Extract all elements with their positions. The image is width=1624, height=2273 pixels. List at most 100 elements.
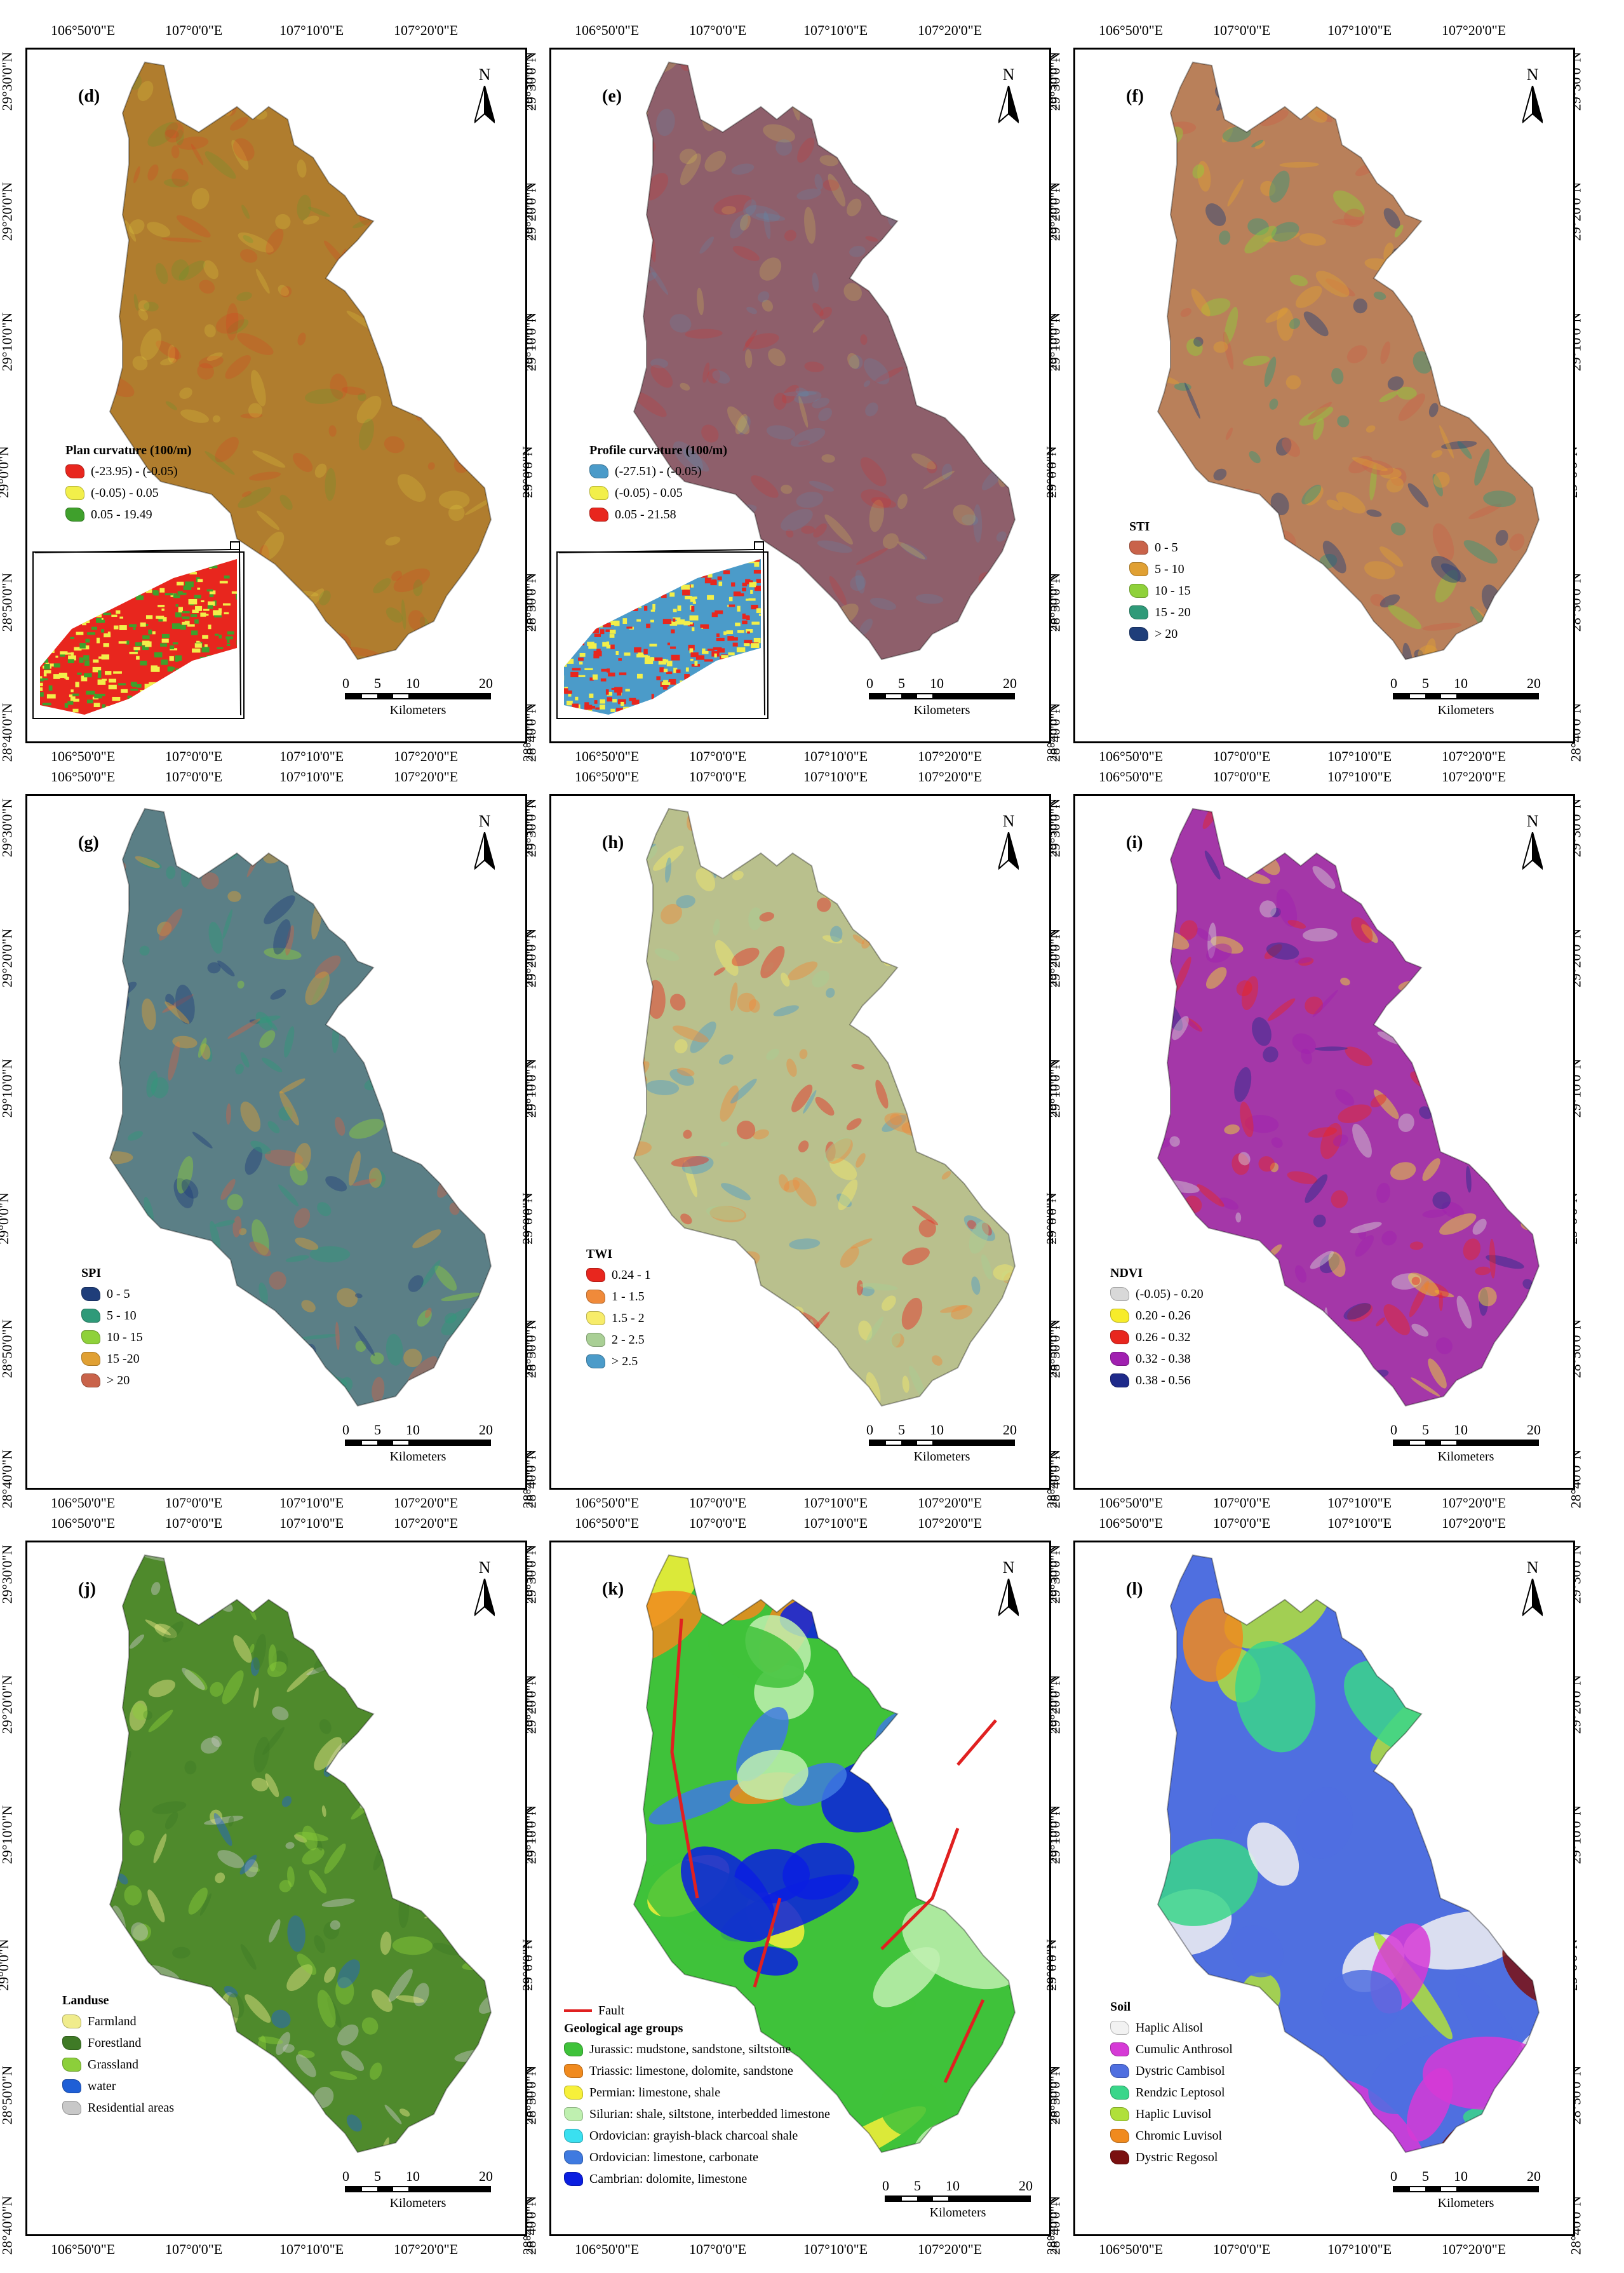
- latitude-label-left: 29°20'0"N: [1047, 182, 1063, 241]
- legend-swatch: [65, 464, 84, 478]
- legend-item: (-0.05) - 0.20: [1110, 1283, 1204, 1305]
- longitude-label-bottom: 107°20'0"E: [918, 1495, 983, 1511]
- map-panel-f: (f) N STI 0 - 5 5 - 10 10 - 15 15 - 20 > 20 0 5 10…: [1073, 48, 1575, 743]
- map-legend: Landuse Farmland Forestland Grassland water R…: [62, 1993, 174, 2119]
- latitude-label-left: 29°10'0"N: [0, 312, 15, 372]
- region-fill: [1158, 62, 1539, 659]
- legend-item: 0.26 - 0.32: [1110, 1326, 1204, 1348]
- map-legend: STI 0 - 5 5 - 10 10 - 15 15 - 20 > 20: [1129, 520, 1191, 645]
- legend-swatch: [1110, 2021, 1129, 2035]
- latitude-label-left: 29°10'0"N: [1047, 1058, 1063, 1118]
- longitude-label-top: 106°50'0"E: [1099, 1515, 1164, 1531]
- legend-swatch: [65, 508, 84, 522]
- longitude-label-top: 106°50'0"E: [1099, 22, 1164, 38]
- legend-swatch: [586, 1354, 605, 1368]
- legend-item-label: 15 - 20: [1155, 605, 1191, 619]
- legend-item: 15 -20: [81, 1348, 143, 1370]
- latitude-label-left: 28°40'0"N: [1047, 2195, 1063, 2255]
- longitude-label-top: 107°0'0"E: [165, 22, 223, 38]
- latitude-label-left: 28°50'0"N: [0, 1319, 15, 1379]
- north-arrow: N: [466, 812, 504, 882]
- scale-unit-label: Kilometers: [1437, 1450, 1494, 1464]
- latitude-label-left: 29°20'0"N: [1047, 928, 1063, 988]
- panel-label: (k): [602, 1579, 624, 1599]
- latitude-label-left: 28°50'0"N: [1047, 2065, 1063, 2125]
- scale-tick-label: 0: [1390, 1422, 1397, 1438]
- north-arrow: N: [990, 1558, 1028, 1628]
- map-legend: Soil Haplic Alisol Cumulic Anthrosol Dystri…: [1110, 2000, 1233, 2168]
- north-arrow-icon: [998, 86, 1019, 124]
- fault-line: [956, 1719, 997, 1766]
- legend-title: Soil: [1110, 2000, 1131, 2014]
- longitude-label-top: 107°10'0"E: [1327, 769, 1392, 785]
- legend-item: (-0.05) - 0.05: [589, 482, 727, 504]
- scale-tick-label: 5: [1422, 675, 1429, 691]
- legend-item-label: 0.05 - 21.58: [615, 507, 676, 522]
- north-arrow-label: N: [1526, 1558, 1539, 1577]
- longitude-label-bottom: 107°20'0"E: [394, 2241, 459, 2257]
- scale-bar-graphic: [345, 693, 491, 699]
- legend-item: Rendzic Leptosol: [1110, 2082, 1233, 2103]
- legend-swatch: [1129, 541, 1148, 555]
- latitude-label-left: 29°30'0"N: [0, 51, 15, 111]
- latitude-label-left: 29°30'0"N: [1047, 798, 1063, 858]
- latitude-label-left: 29°20'0"N: [523, 928, 539, 988]
- longitude-label-top: 107°20'0"E: [394, 1515, 459, 1531]
- scale-bar: 0 5 10 20 Kilometers: [866, 675, 1017, 720]
- legend-swatch: [62, 2101, 81, 2115]
- longitude-label-top: 107°0'0"E: [165, 1515, 223, 1531]
- latitude-label-left: 28°40'0"N: [1047, 703, 1063, 762]
- longitude-label-bottom: 106°50'0"E: [1099, 2241, 1164, 2257]
- legend-item-label: 1.5 - 2: [612, 1311, 645, 1325]
- latitude-label-left: 29°0'0"N: [1043, 1939, 1059, 1991]
- longitude-label-bottom: 106°50'0"E: [1099, 748, 1164, 764]
- legend-item: 0 - 5: [81, 1283, 143, 1305]
- legend-item-label: 1 - 1.5: [612, 1289, 645, 1304]
- legend-swatch: [1129, 605, 1148, 619]
- scale-tick-label: 5: [374, 1422, 381, 1438]
- legend-item: 5 - 10: [81, 1305, 143, 1326]
- north-arrow: N: [1513, 1558, 1552, 1628]
- legend-swatch: [1110, 1373, 1129, 1387]
- latitude-label-left: 29°20'0"N: [0, 182, 15, 241]
- region-map-k: [633, 1554, 1016, 2154]
- legend-swatch: [589, 486, 608, 500]
- map-panel-g: (g) N SPI 0 - 5 5 - 10 10 - 15 15 -20 > 20 0 5 10 2…: [25, 794, 527, 1490]
- region-fill: [1158, 809, 1539, 1406]
- region-map-f: [1157, 61, 1540, 661]
- longitude-label-bottom: 107°10'0"E: [279, 748, 344, 764]
- zoom-inset: [32, 551, 245, 719]
- longitude-label-top: 107°10'0"E: [803, 769, 868, 785]
- longitude-label-bottom: 107°10'0"E: [1327, 1495, 1392, 1511]
- legend-item-label: Haplic Alisol: [1136, 2020, 1204, 2035]
- north-arrow-label: N: [478, 1558, 491, 1577]
- legend-swatch: [1110, 1287, 1129, 1301]
- scale-tick-label: 0: [1390, 2168, 1397, 2184]
- latitude-label-left: 29°20'0"N: [523, 1675, 539, 1734]
- map-panel-d: (d) N Plan curvature (100/m) (-23.95) - (-0…: [25, 48, 527, 743]
- legend-item-label: 10 - 15: [107, 1330, 143, 1344]
- legend-swatch: [1129, 627, 1148, 641]
- legend-swatch: [564, 2129, 583, 2143]
- legend-swatch: [1110, 1352, 1129, 1366]
- region-map-g: [109, 807, 492, 1407]
- longitude-label-bottom: 106°50'0"E: [1099, 1495, 1164, 1511]
- map-legend: TWI 0.24 - 1 1 - 1.5 1.5 - 2 2 - 2.5 > 2.5: [586, 1247, 651, 1372]
- region-fill: [110, 62, 491, 659]
- longitude-label-bottom: 107°10'0"E: [279, 1495, 344, 1511]
- legend-swatch: [62, 2014, 81, 2028]
- legend-item-label: 0.24 - 1: [612, 1267, 651, 1282]
- scale-tick-label: 20: [1003, 1422, 1017, 1438]
- latitude-label-left: 29°10'0"N: [1047, 1805, 1063, 1865]
- legend-item-label: Cambrian: dolomite, limestone: [589, 2171, 748, 2186]
- north-arrow: N: [1513, 65, 1552, 135]
- longitude-label-top: 106°50'0"E: [575, 22, 640, 38]
- legend-swatch: [1110, 2086, 1129, 2100]
- legend-item-label: Farmland: [88, 2014, 137, 2028]
- longitude-label-top: 107°20'0"E: [1442, 22, 1507, 38]
- legend-item-label: 0 - 5: [1155, 540, 1178, 555]
- legend-item: Haplic Alisol: [1110, 2017, 1233, 2039]
- legend-swatch: [1110, 1330, 1129, 1344]
- longitude-label-bottom: 106°50'0"E: [575, 1495, 640, 1511]
- longitude-label-top: 107°0'0"E: [689, 1515, 747, 1531]
